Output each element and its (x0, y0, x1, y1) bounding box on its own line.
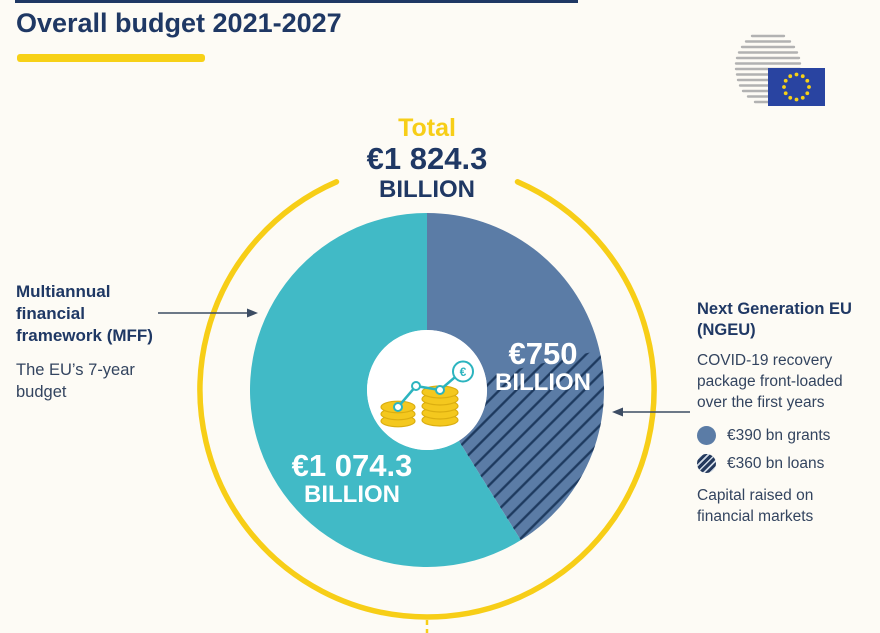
total-label-block: Total €1 824.3 BILLION (317, 114, 537, 204)
capital-markets-footnote: Capital raised on financial markets (697, 487, 814, 525)
council-eu-logo-icon (734, 34, 825, 106)
mff-heading: Multiannual financial framework (MFF) (16, 282, 153, 345)
mff-unit: BILLION (304, 481, 400, 509)
loans-legend-label: €360 bn loans (727, 454, 825, 472)
mff-callout-arrow (158, 308, 258, 318)
euro-circle-icon (452, 360, 474, 383)
page-title: Overall budget 2021-2027 (16, 8, 342, 38)
outer-yellow-ring (197, 179, 657, 620)
title-underline (17, 54, 205, 62)
ngeu-slice-label: €750 BILLION (463, 337, 623, 396)
top-border-strip (15, 0, 578, 3)
ngeu-value: €750 (508, 336, 578, 371)
ngeu-loans-hatch-overlay (458, 350, 605, 541)
ngeu-heading: Next Generation EU (NGEU) (697, 300, 852, 339)
ngeu-unit: BILLION (495, 369, 591, 397)
total-unit: BILLION (379, 175, 475, 203)
ngeu-callout-text: Next Generation EU (NGEU) COVID-19 recov… (697, 299, 879, 527)
eu-flag-stars (782, 72, 811, 102)
mff-subtext: The EU’s 7-year budget (16, 361, 135, 401)
mff-callout-text: Multiannual financial framework (MFF) Th… (16, 281, 226, 403)
legend-row-grants: €390 bn grants (697, 426, 879, 445)
grants-legend-label: €390 bn grants (727, 426, 831, 444)
ngeu-callout-arrow (612, 407, 690, 417)
mff-value: €1 074.3 (291, 448, 413, 483)
mff-slice (249, 213, 521, 567)
ngeu-subtext: COVID-19 recovery package front-loaded o… (697, 352, 843, 411)
ngeu-legend: €390 bn grants €360 bn loans (697, 426, 879, 473)
mff-slice-label: €1 074.3 BILLION (272, 449, 432, 508)
legend-row-loans: €360 bn loans (697, 454, 879, 473)
loans-hatched-dot-icon (697, 454, 716, 473)
total-label: Total (398, 114, 456, 142)
total-value: €1 824.3 (366, 141, 488, 176)
euro-symbol: € (460, 365, 467, 379)
coins-growth-icon: € (380, 360, 474, 428)
grants-solid-dot-icon (697, 426, 716, 445)
